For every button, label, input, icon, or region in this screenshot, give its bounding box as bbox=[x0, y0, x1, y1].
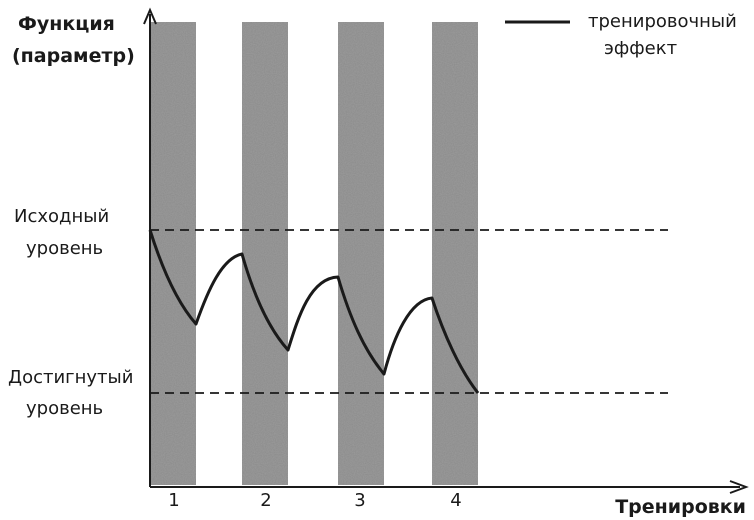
training-number-1: 1 bbox=[168, 490, 179, 511]
y-axis-arrow bbox=[143, 7, 157, 25]
training-number-4: 4 bbox=[450, 490, 461, 511]
x-axis-title: Тренировки bbox=[615, 496, 746, 518]
training-numbers: 1 2 3 4 bbox=[168, 490, 461, 511]
achieved-level-label-line-1: Достигнутый bbox=[8, 367, 133, 388]
axes bbox=[143, 7, 749, 494]
training-number-3: 3 bbox=[354, 490, 365, 511]
legend: тренировочный эффект bbox=[505, 11, 737, 59]
training-effect-curve bbox=[148, 229, 480, 394]
training-bands bbox=[150, 22, 478, 485]
legend-label-line-1: тренировочный bbox=[588, 11, 737, 32]
y-axis-title-line-2: (параметр) bbox=[12, 45, 135, 67]
initial-level-label-line-2: уровень bbox=[26, 238, 103, 259]
training-number-2: 2 bbox=[260, 490, 271, 511]
training-bands-grain bbox=[150, 22, 478, 485]
legend-label-line-2: эффект bbox=[604, 38, 677, 59]
initial-level-label: Исходный уровень bbox=[14, 206, 109, 259]
achieved-level-label: Достигнутый уровень bbox=[8, 367, 133, 419]
y-axis-title: Функция (параметр) bbox=[12, 13, 135, 67]
initial-level-label-line-1: Исходный bbox=[14, 206, 109, 227]
achieved-level-label-line-2: уровень bbox=[26, 398, 103, 419]
y-axis-title-line-1: Функция bbox=[18, 13, 115, 35]
x-axis-arrow bbox=[729, 480, 749, 494]
